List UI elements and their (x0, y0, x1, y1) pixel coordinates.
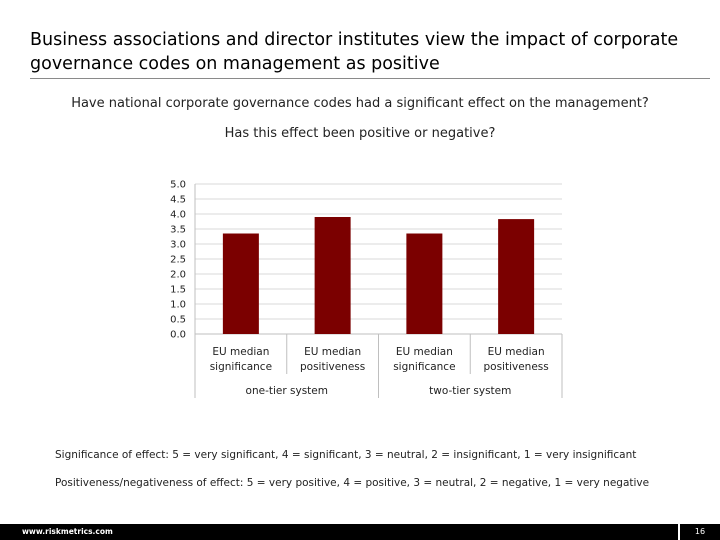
footer-url: www.riskmetrics.com (22, 527, 113, 536)
y-tick-label: 4.5 (170, 195, 186, 206)
y-tick-label: 3.5 (170, 225, 186, 236)
significance-scale-note: Significance of effect: 5 = very signifi… (55, 449, 637, 461)
x-category-label: EU median (488, 346, 545, 358)
x-category-label: positiveness (300, 361, 365, 373)
title-divider (30, 78, 710, 79)
bar (406, 233, 443, 334)
y-tick-label: 4.0 (170, 210, 186, 221)
y-tick-label: 1.0 (170, 300, 186, 311)
y-tick-label: 1.5 (170, 285, 186, 296)
y-tick-label: 2.0 (170, 270, 186, 281)
y-tick-label: 5.0 (170, 180, 186, 191)
y-tick-label: 2.5 (170, 255, 186, 266)
positiveness-scale-note: Positiveness/negativeness of effect: 5 =… (55, 477, 650, 489)
x-category-label: significance (393, 361, 455, 373)
bar (314, 217, 351, 334)
x-category-label: EU median (304, 346, 361, 358)
chart-question-2: Has this effect been positive or negativ… (224, 126, 496, 141)
x-category-label: EU median (396, 346, 453, 358)
bar (222, 233, 259, 334)
y-tick-label: 0.0 (170, 330, 186, 341)
y-tick-label: 0.5 (170, 315, 186, 326)
slide-title: Business associations and director insti… (30, 30, 679, 74)
footer-bar: www.riskmetrics.com 16 (0, 524, 720, 540)
y-tick-label: 3.0 (170, 240, 186, 251)
bar-chart: 0.0 0.5 1.0 1.5 2.0 2.5 3.0 3.5 4.0 4.5 5.0 EU medi… (170, 180, 563, 398)
page-number: 16 (680, 524, 720, 540)
footer-separator (678, 524, 680, 540)
x-group-label: two-tier system (429, 385, 511, 397)
bar (498, 219, 535, 334)
x-category-label: EU median (212, 346, 269, 358)
chart-question-1: Have national corporate governance codes… (71, 96, 649, 111)
x-group-label: one-tier system (246, 385, 328, 397)
x-category-label: positiveness (484, 361, 549, 373)
x-category-label: significance (210, 361, 272, 373)
